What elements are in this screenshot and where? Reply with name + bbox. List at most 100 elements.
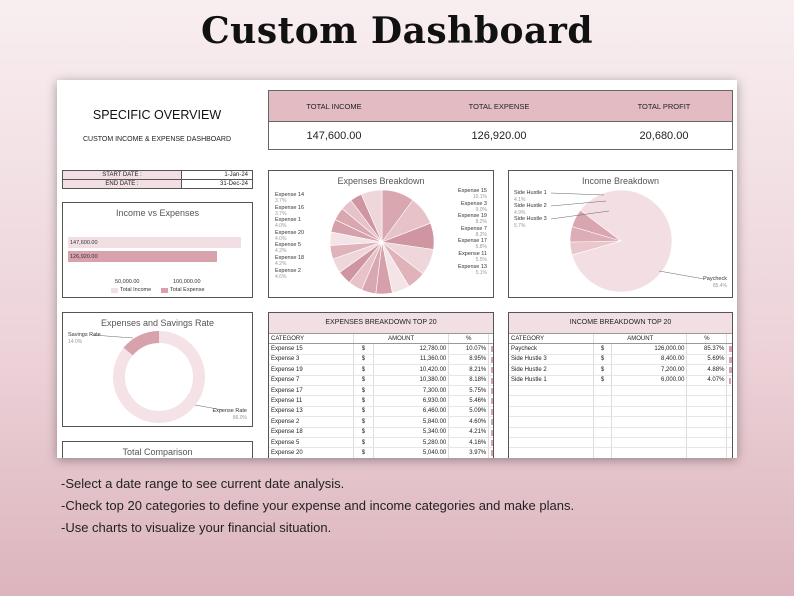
percent-cell: 5.75% — [448, 385, 490, 397]
percent-cell: 8.21% — [448, 364, 490, 376]
pie-slice — [571, 209, 622, 242]
end-date-label: END DATE : — [62, 179, 182, 189]
pie-pct: 5.5% — [475, 257, 487, 263]
amount-cell: 7,200.00 — [611, 364, 688, 376]
pie-label: Paycheck — [703, 276, 727, 282]
amount-cell: 6,460.00 — [373, 406, 450, 418]
table-row: Side Hustle 2 $7,200.00 4.88% — [509, 364, 732, 376]
currency-cell: $ — [593, 343, 612, 355]
pie-label: Side Hustle 2 — [514, 203, 547, 209]
category-cell: Expense 19 — [269, 364, 354, 376]
table-row: Expense 13 $6,460.00 5.09% — [269, 406, 493, 418]
category-cell: Expense 11 — [269, 395, 354, 407]
table-row: Expense 11 $6,930.00 5.46% — [269, 395, 493, 407]
dashboard-sheet: SPECIFIC OVERVIEW CUSTOM INCOME & EXPENS… — [57, 80, 737, 458]
table-row: Side Hustle 3 $8,400.00 5.69% — [509, 354, 732, 366]
currency-cell: $ — [353, 395, 374, 407]
pie-pct: 9.0% — [475, 206, 487, 213]
currency-cell: $ — [353, 437, 374, 449]
amount-cell: 11,360.00 — [373, 354, 450, 366]
percent-bar — [729, 377, 732, 384]
percent-cell: 8.95% — [448, 354, 490, 366]
table-row: Side Hustle 1 $6,000.00 4.07% — [509, 375, 732, 386]
total-income-label: TOTAL INCOME — [306, 102, 362, 111]
category-cell: Side Hustle 1 — [509, 375, 594, 386]
chart-title: Total Comparison — [122, 447, 193, 457]
currency-cell: $ — [353, 375, 374, 386]
pie-pct: 10.1% — [472, 194, 487, 200]
table-row — [509, 416, 732, 428]
table-row — [509, 447, 732, 458]
category-cell: Paycheck — [509, 343, 594, 355]
percent-cell: 5.46% — [448, 395, 490, 407]
category-cell: Expense 20 — [269, 447, 354, 458]
chart-title: Income Breakdown — [581, 176, 660, 186]
pie-pct: 5.8% — [475, 244, 487, 251]
savings-rate-chart: Expenses and Savings Rate Savings Rate 1… — [62, 312, 253, 427]
pie-pct: 4.0% — [275, 235, 287, 242]
amount-cell: 126,000.00 — [611, 343, 688, 355]
currency-cell: $ — [353, 343, 374, 355]
bullet-text: -Use charts to visualize your financial … — [61, 520, 332, 535]
total-profit-label: TOTAL PROFIT — [637, 102, 691, 111]
amount-cell: 5,340.00 — [373, 427, 450, 438]
pie-label: Expense 2 — [275, 267, 301, 274]
currency-cell: $ — [353, 385, 374, 397]
income-top20-table: INCOME BREAKDOWN TOP 20 CATEGORY AMOUNT … — [508, 312, 733, 458]
category-cell: Expense 13 — [269, 406, 354, 418]
percent-bar — [491, 429, 493, 436]
currency-cell: $ — [353, 447, 374, 458]
pie-slice — [360, 189, 383, 243]
percent-cell: 4.16% — [448, 437, 490, 449]
pie-label: Expense 17 — [457, 238, 487, 245]
percent-bar — [491, 356, 493, 363]
column-header: % — [448, 334, 490, 345]
percent-cell: 5.09% — [448, 406, 490, 418]
amount-cell: 8,400.00 — [611, 354, 688, 366]
expense-rate-pct: 86.0% — [232, 415, 247, 421]
chart-title: Expenses Breakdown — [337, 176, 425, 186]
pie-pct: 85.4% — [712, 283, 727, 289]
pie-pct: 3.7% — [275, 198, 287, 204]
pie-label: Expense 11 — [458, 251, 487, 257]
totals-panel: TOTAL INCOME TOTAL EXPENSE TOTAL PROFIT … — [268, 90, 733, 150]
percent-cell: 4.21% — [448, 427, 490, 438]
amount-cell: 5,280.00 — [373, 437, 450, 449]
percent-bar — [491, 367, 493, 374]
percent-bar — [491, 419, 493, 426]
savings-donut — [113, 331, 205, 423]
bullet-text: -Select a date range to see current date… — [61, 476, 345, 491]
bar — [68, 237, 242, 248]
table-row: Expense 7 $10,380.00 8.18% — [269, 375, 493, 386]
tick-label: 100,000.00 — [173, 279, 201, 285]
total-income-value: 147,600.00 — [306, 130, 362, 142]
savings-rate-label: Savings Rate — [68, 332, 101, 338]
start-date-input[interactable]: 1-Jan-24 — [181, 170, 253, 180]
percent-bar — [491, 408, 493, 415]
table-row: Expense 15 $12,780.00 10.07% — [269, 343, 493, 355]
table-title: INCOME BREAKDOWN TOP 20 — [509, 313, 732, 334]
pie-pct: 4.9% — [514, 210, 526, 216]
legend-label: Total Expense — [170, 287, 205, 293]
currency-cell: $ — [353, 416, 374, 428]
pie-label: Expense 20 — [275, 229, 305, 236]
category-cell: Expense 2 — [269, 416, 354, 428]
table-row — [509, 395, 732, 407]
pie-label: Side Hustle 1 — [514, 190, 547, 196]
table-row: Paycheck $126,000.00 85.37% — [509, 343, 732, 355]
category-cell: Expense 7 — [269, 375, 354, 386]
pie-label: Expense 14 — [275, 192, 305, 198]
table-row: Expense 20 $5,040.00 3.97% — [269, 447, 493, 458]
percent-cell: 8.18% — [448, 375, 490, 386]
end-date-input[interactable]: 31-Dec-24 — [219, 181, 248, 187]
percent-cell: 4.88% — [686, 364, 728, 376]
tick-label: 50,000.00 — [115, 279, 140, 285]
category-cell: Expense 18 — [269, 427, 354, 438]
pie-pct: 5.7% — [514, 223, 526, 229]
currency-cell: $ — [353, 406, 374, 418]
total-expense-value: 126,920.00 — [471, 130, 527, 142]
bar — [68, 251, 217, 262]
percent-cell: 5.69% — [686, 354, 728, 366]
expenses-breakdown-chart: Expenses Breakdown Expense 14 3.7% Expense… — [268, 170, 494, 298]
percent-bar — [491, 387, 493, 394]
